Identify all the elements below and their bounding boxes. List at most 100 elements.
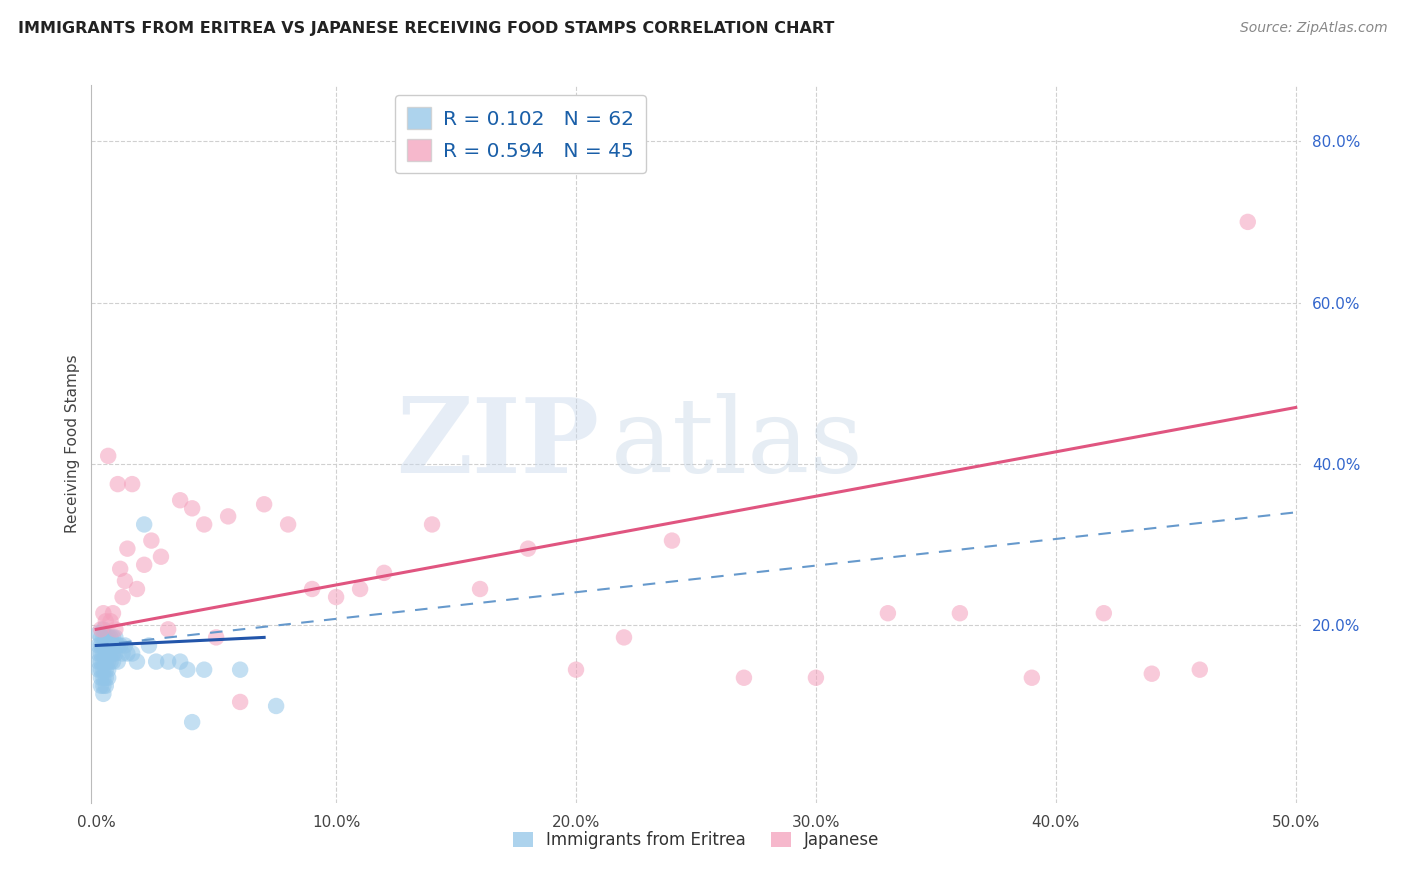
- Point: [100, 614, 122, 628]
- Point: [101, 631, 124, 645]
- Point: [121, 477, 143, 491]
- Point: [149, 549, 172, 564]
- Point: [90, 647, 112, 661]
- Point: [90, 671, 112, 685]
- Point: [90, 623, 112, 637]
- Point: [97, 631, 120, 645]
- Point: [277, 517, 299, 532]
- Point: [87, 663, 110, 677]
- Point: [90, 655, 112, 669]
- Point: [420, 517, 443, 532]
- Point: [125, 582, 148, 596]
- Point: [101, 655, 124, 669]
- Point: [94, 647, 117, 661]
- Point: [349, 582, 371, 596]
- Point: [94, 614, 117, 628]
- Point: [217, 509, 239, 524]
- Point: [97, 647, 120, 661]
- Point: [468, 582, 491, 596]
- Point: [253, 497, 276, 511]
- Y-axis label: Receiving Food Stamps: Receiving Food Stamps: [65, 354, 80, 533]
- Point: [1188, 663, 1211, 677]
- Point: [97, 655, 120, 669]
- Point: [301, 582, 323, 596]
- Point: [93, 679, 115, 693]
- Point: [114, 574, 136, 588]
- Point: [97, 639, 120, 653]
- Point: [107, 477, 129, 491]
- Point: [877, 606, 900, 620]
- Point: [114, 639, 136, 653]
- Point: [108, 639, 131, 653]
- Point: [104, 631, 127, 645]
- Point: [517, 541, 540, 556]
- Point: [613, 631, 636, 645]
- Point: [90, 663, 112, 677]
- Point: [87, 639, 110, 653]
- Point: [93, 647, 115, 661]
- Point: [101, 606, 124, 620]
- Point: [100, 631, 122, 645]
- Point: [94, 639, 117, 653]
- Point: [94, 631, 117, 645]
- Point: [181, 501, 204, 516]
- Point: [101, 647, 124, 661]
- Point: [94, 671, 117, 685]
- Point: [193, 663, 215, 677]
- Point: [94, 655, 117, 669]
- Point: [100, 655, 122, 669]
- Point: [104, 623, 127, 637]
- Point: [138, 639, 160, 653]
- Point: [111, 590, 134, 604]
- Point: [97, 663, 120, 677]
- Point: [373, 566, 395, 580]
- Point: [108, 562, 131, 576]
- Point: [1092, 606, 1115, 620]
- Point: [205, 631, 228, 645]
- Point: [107, 639, 129, 653]
- Point: [104, 647, 127, 661]
- Point: [949, 606, 972, 620]
- Point: [733, 671, 755, 685]
- Point: [157, 655, 180, 669]
- Point: [94, 679, 117, 693]
- Legend: Immigrants from Eritrea, Japanese: Immigrants from Eritrea, Japanese: [506, 824, 886, 855]
- Point: [169, 493, 191, 508]
- Point: [97, 671, 120, 685]
- Point: [93, 639, 115, 653]
- Text: IMMIGRANTS FROM ERITREA VS JAPANESE RECEIVING FOOD STAMPS CORRELATION CHART: IMMIGRANTS FROM ERITREA VS JAPANESE RECE…: [18, 21, 835, 36]
- Point: [93, 623, 115, 637]
- Text: Source: ZipAtlas.com: Source: ZipAtlas.com: [1240, 21, 1388, 35]
- Point: [145, 655, 167, 669]
- Point: [107, 655, 129, 669]
- Point: [117, 541, 139, 556]
- Text: atlas: atlas: [612, 392, 865, 495]
- Point: [93, 655, 115, 669]
- Point: [1021, 671, 1043, 685]
- Point: [264, 698, 287, 713]
- Point: [181, 715, 204, 730]
- Point: [94, 663, 117, 677]
- Point: [111, 647, 134, 661]
- Point: [93, 606, 115, 620]
- Point: [1236, 215, 1258, 229]
- Point: [325, 590, 347, 604]
- Point: [97, 449, 120, 463]
- Point: [134, 558, 156, 572]
- Point: [100, 647, 122, 661]
- Point: [229, 663, 252, 677]
- Point: [90, 639, 112, 653]
- Point: [90, 631, 112, 645]
- Point: [804, 671, 827, 685]
- Point: [87, 647, 110, 661]
- Text: ZIP: ZIP: [396, 392, 599, 495]
- Point: [157, 623, 180, 637]
- Point: [125, 655, 148, 669]
- Point: [1140, 666, 1163, 681]
- Point: [93, 687, 115, 701]
- Point: [87, 626, 110, 640]
- Point: [100, 639, 122, 653]
- Point: [169, 655, 191, 669]
- Point: [87, 655, 110, 669]
- Point: [101, 639, 124, 653]
